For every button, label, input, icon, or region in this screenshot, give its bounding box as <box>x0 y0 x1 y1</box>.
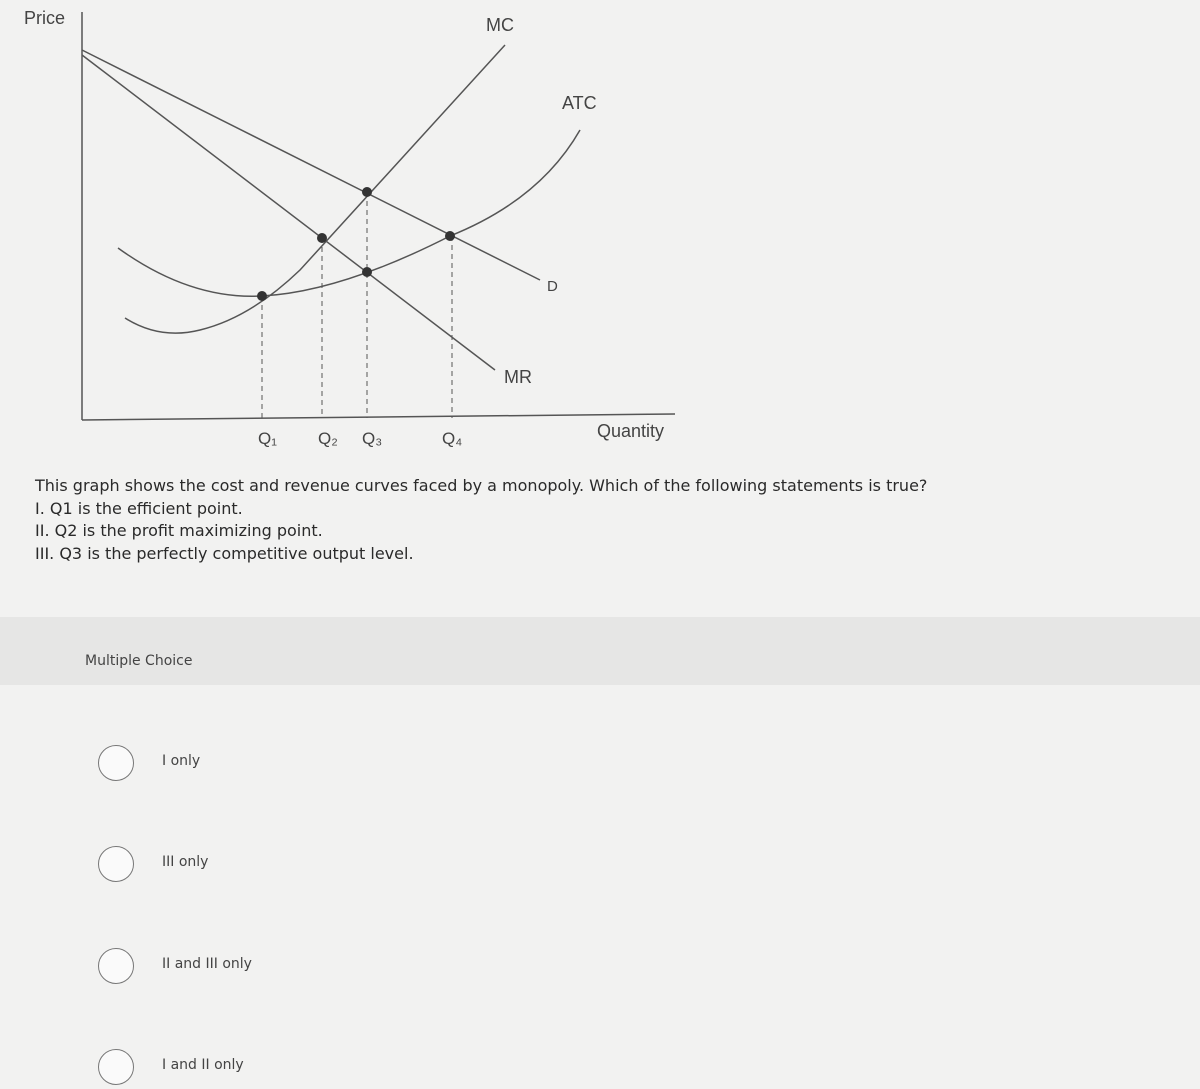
option[interactable]: II and III only <box>98 948 498 988</box>
option-label: I only <box>162 753 201 769</box>
mr-curve <box>81 54 496 371</box>
option-label: II and III only <box>162 956 252 972</box>
y-label: Price <box>24 8 65 28</box>
radio[interactable] <box>98 745 134 781</box>
quantity-label: Q₁ <box>258 429 277 448</box>
radio[interactable] <box>98 846 134 882</box>
radio[interactable] <box>98 948 134 984</box>
option-label: III only <box>162 854 209 870</box>
atc-curve <box>117 129 581 298</box>
x-label: Quantity <box>597 421 664 441</box>
point <box>257 291 267 301</box>
mc-curve <box>124 44 506 334</box>
curve-label: MC <box>486 15 514 35</box>
statement: III. Q3 is the perfectly competitive out… <box>35 543 414 563</box>
quantity-label: Q₄ <box>442 429 462 448</box>
point <box>445 231 455 241</box>
question: This graph shows the cost and revenue cu… <box>35 475 927 565</box>
point <box>362 267 372 277</box>
option[interactable]: III only <box>98 846 498 886</box>
demand-curve <box>81 49 541 281</box>
statement: II. Q2 is the profit maximizing point. <box>35 521 323 540</box>
option[interactable]: I and II only <box>98 1049 498 1089</box>
point <box>317 233 327 243</box>
x-axis <box>81 413 676 421</box>
option-label: I and II only <box>162 1057 244 1073</box>
radio[interactable] <box>98 1049 134 1085</box>
question-text: This graph shows the cost and revenue cu… <box>35 476 928 495</box>
curve-label: D <box>547 278 558 295</box>
option[interactable]: I only <box>98 745 498 785</box>
curve-label: MR <box>504 367 532 387</box>
quantity-label: Q₂ <box>318 429 338 448</box>
quantity-label: Q₃ <box>362 429 382 448</box>
curve-label: ATC <box>562 93 597 113</box>
statement: I. Q1 is the efficient point. <box>35 498 243 518</box>
graph: Price Quantity MC ATC D MR Q₁ Q₂ Q₃ Q₄ <box>24 8 676 448</box>
point <box>362 187 372 197</box>
multiple-choice-header: Multiple Choice <box>0 617 1200 685</box>
multiple-choice-label: Multiple Choice <box>85 653 193 669</box>
